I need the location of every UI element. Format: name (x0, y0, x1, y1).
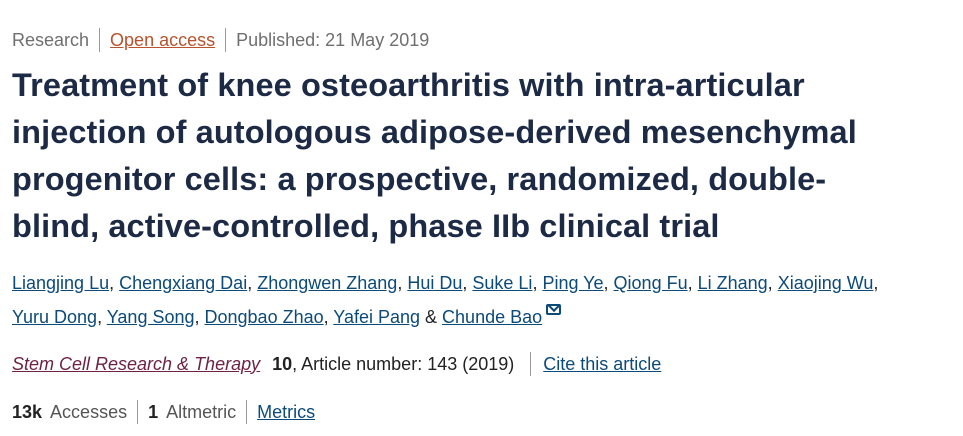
metrics-link[interactable]: Metrics (257, 401, 316, 422)
article-title: Treatment of knee osteoarthritis with in… (12, 62, 857, 250)
open-access-link[interactable]: Open access (110, 29, 216, 50)
author-separator: , (247, 273, 258, 293)
author-list: Liangjing Lu, Chengxiang Dai, Zhongwen Z… (12, 266, 878, 334)
author-separator: , (873, 273, 879, 293)
citation-line: Stem Cell Research & Therapy 10 , Articl… (12, 352, 661, 376)
author-separator: , (194, 307, 205, 327)
author-link[interactable]: Hui Du (407, 273, 463, 293)
article-number: , Article number: 143 (2019) (292, 353, 515, 374)
author-separator: , (109, 273, 120, 293)
author-link[interactable]: Dongbao Zhao (204, 307, 324, 327)
article-meta: Research Open access Published: 21 May 2… (12, 28, 429, 52)
cite-article-link[interactable]: Cite this article (543, 353, 662, 374)
divider (137, 400, 139, 424)
author-separator: , (687, 273, 698, 293)
author-link[interactable]: Yafei Pang (333, 307, 421, 327)
email-icon[interactable] (546, 304, 562, 315)
author-link[interactable]: Suke Li (472, 273, 533, 293)
divider (246, 400, 248, 424)
author-separator: , (462, 273, 473, 293)
divider (530, 352, 532, 376)
author-link[interactable]: Li Zhang (697, 273, 768, 293)
article-metrics: 13k Accesses 1 Altmetric Metrics (12, 400, 315, 424)
journal-link[interactable]: Stem Cell Research & Therapy (12, 353, 261, 374)
accesses-label: Accesses (50, 401, 128, 422)
volume: 10 (272, 353, 293, 374)
divider (225, 28, 227, 52)
author-link[interactable]: Ping Ye (542, 273, 604, 293)
author-link[interactable]: Chunde Bao (442, 307, 543, 327)
altmetric-count: 1 (148, 401, 159, 422)
author-separator: & (420, 307, 443, 327)
author-separator: , (532, 273, 543, 293)
author-link[interactable]: Qiong Fu (613, 273, 688, 293)
author-separator: , (767, 273, 778, 293)
title-line: blind, active-controlled, phase IIb clin… (12, 208, 720, 244)
author-separator: , (603, 273, 614, 293)
altmetric-label: Altmetric (166, 401, 237, 422)
author-link[interactable]: Yuru Dong (12, 307, 98, 327)
accesses-count: 13k (12, 401, 43, 422)
article-type: Research (12, 29, 90, 50)
author-separator: , (97, 307, 107, 327)
author-link[interactable]: Xiaojing Wu (777, 273, 874, 293)
title-line: injection of autologous adipose-derived … (12, 114, 857, 150)
title-line: Treatment of knee osteoarthritis with in… (12, 67, 805, 103)
author-separator: , (397, 273, 408, 293)
title-line: progenitor cells: a prospective, randomi… (12, 161, 827, 197)
author-link[interactable]: Zhongwen Zhang (257, 273, 398, 293)
divider (99, 28, 101, 52)
author-link[interactable]: Chengxiang Dai (119, 273, 248, 293)
author-link[interactable]: Liangjing Lu (12, 273, 110, 293)
author-link[interactable]: Yang Song (106, 307, 195, 327)
author-separator: , (323, 307, 334, 327)
published-date: Published: 21 May 2019 (236, 29, 430, 50)
